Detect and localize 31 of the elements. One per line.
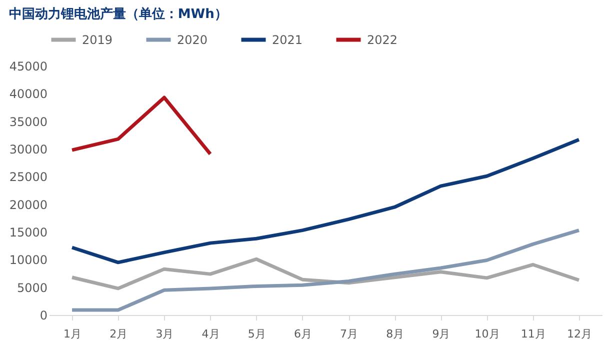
- line-series: [70, 257, 581, 290]
- x-tick-label: 12月: [566, 328, 592, 340]
- y-tick-label: 0: [40, 308, 48, 322]
- legend-label: 2021: [272, 32, 303, 47]
- line-series: [70, 96, 212, 156]
- x-tick-label: 8月: [386, 328, 404, 340]
- y-tick-label: 45000: [9, 60, 48, 74]
- legend-label: 2022: [367, 32, 398, 47]
- x-tick-label: 4月: [202, 328, 220, 340]
- y-tick-label: 35000: [9, 114, 48, 129]
- x-tick-label: 2月: [110, 328, 128, 340]
- legend-label: 2019: [82, 32, 113, 47]
- x-tick-label: 11月: [520, 328, 546, 340]
- chart-title: 中国动力锂电池产量（单位：MWh）: [8, 6, 228, 22]
- line-series: [70, 228, 581, 312]
- y-tick-label: 5000: [16, 280, 48, 295]
- x-tick-label: 10月: [474, 328, 500, 340]
- y-tick-label: 20000: [9, 198, 48, 212]
- x-tick-label: 3月: [156, 328, 174, 340]
- x-tick-label: 1月: [64, 328, 82, 340]
- x-tick-label: 7月: [340, 328, 358, 340]
- y-tick-label: 10000: [9, 253, 48, 268]
- line-series: [70, 138, 581, 264]
- legend-label: 2020: [177, 32, 208, 47]
- y-tick-label: 25000: [9, 170, 48, 184]
- x-tick-label: 9月: [432, 328, 450, 340]
- x-tick-label: 6月: [294, 328, 312, 340]
- x-tick-label: 5月: [248, 328, 266, 340]
- y-tick-label: 15000: [9, 226, 48, 240]
- y-tick-label: 30000: [9, 142, 48, 156]
- y-tick-label: 40000: [9, 87, 48, 102]
